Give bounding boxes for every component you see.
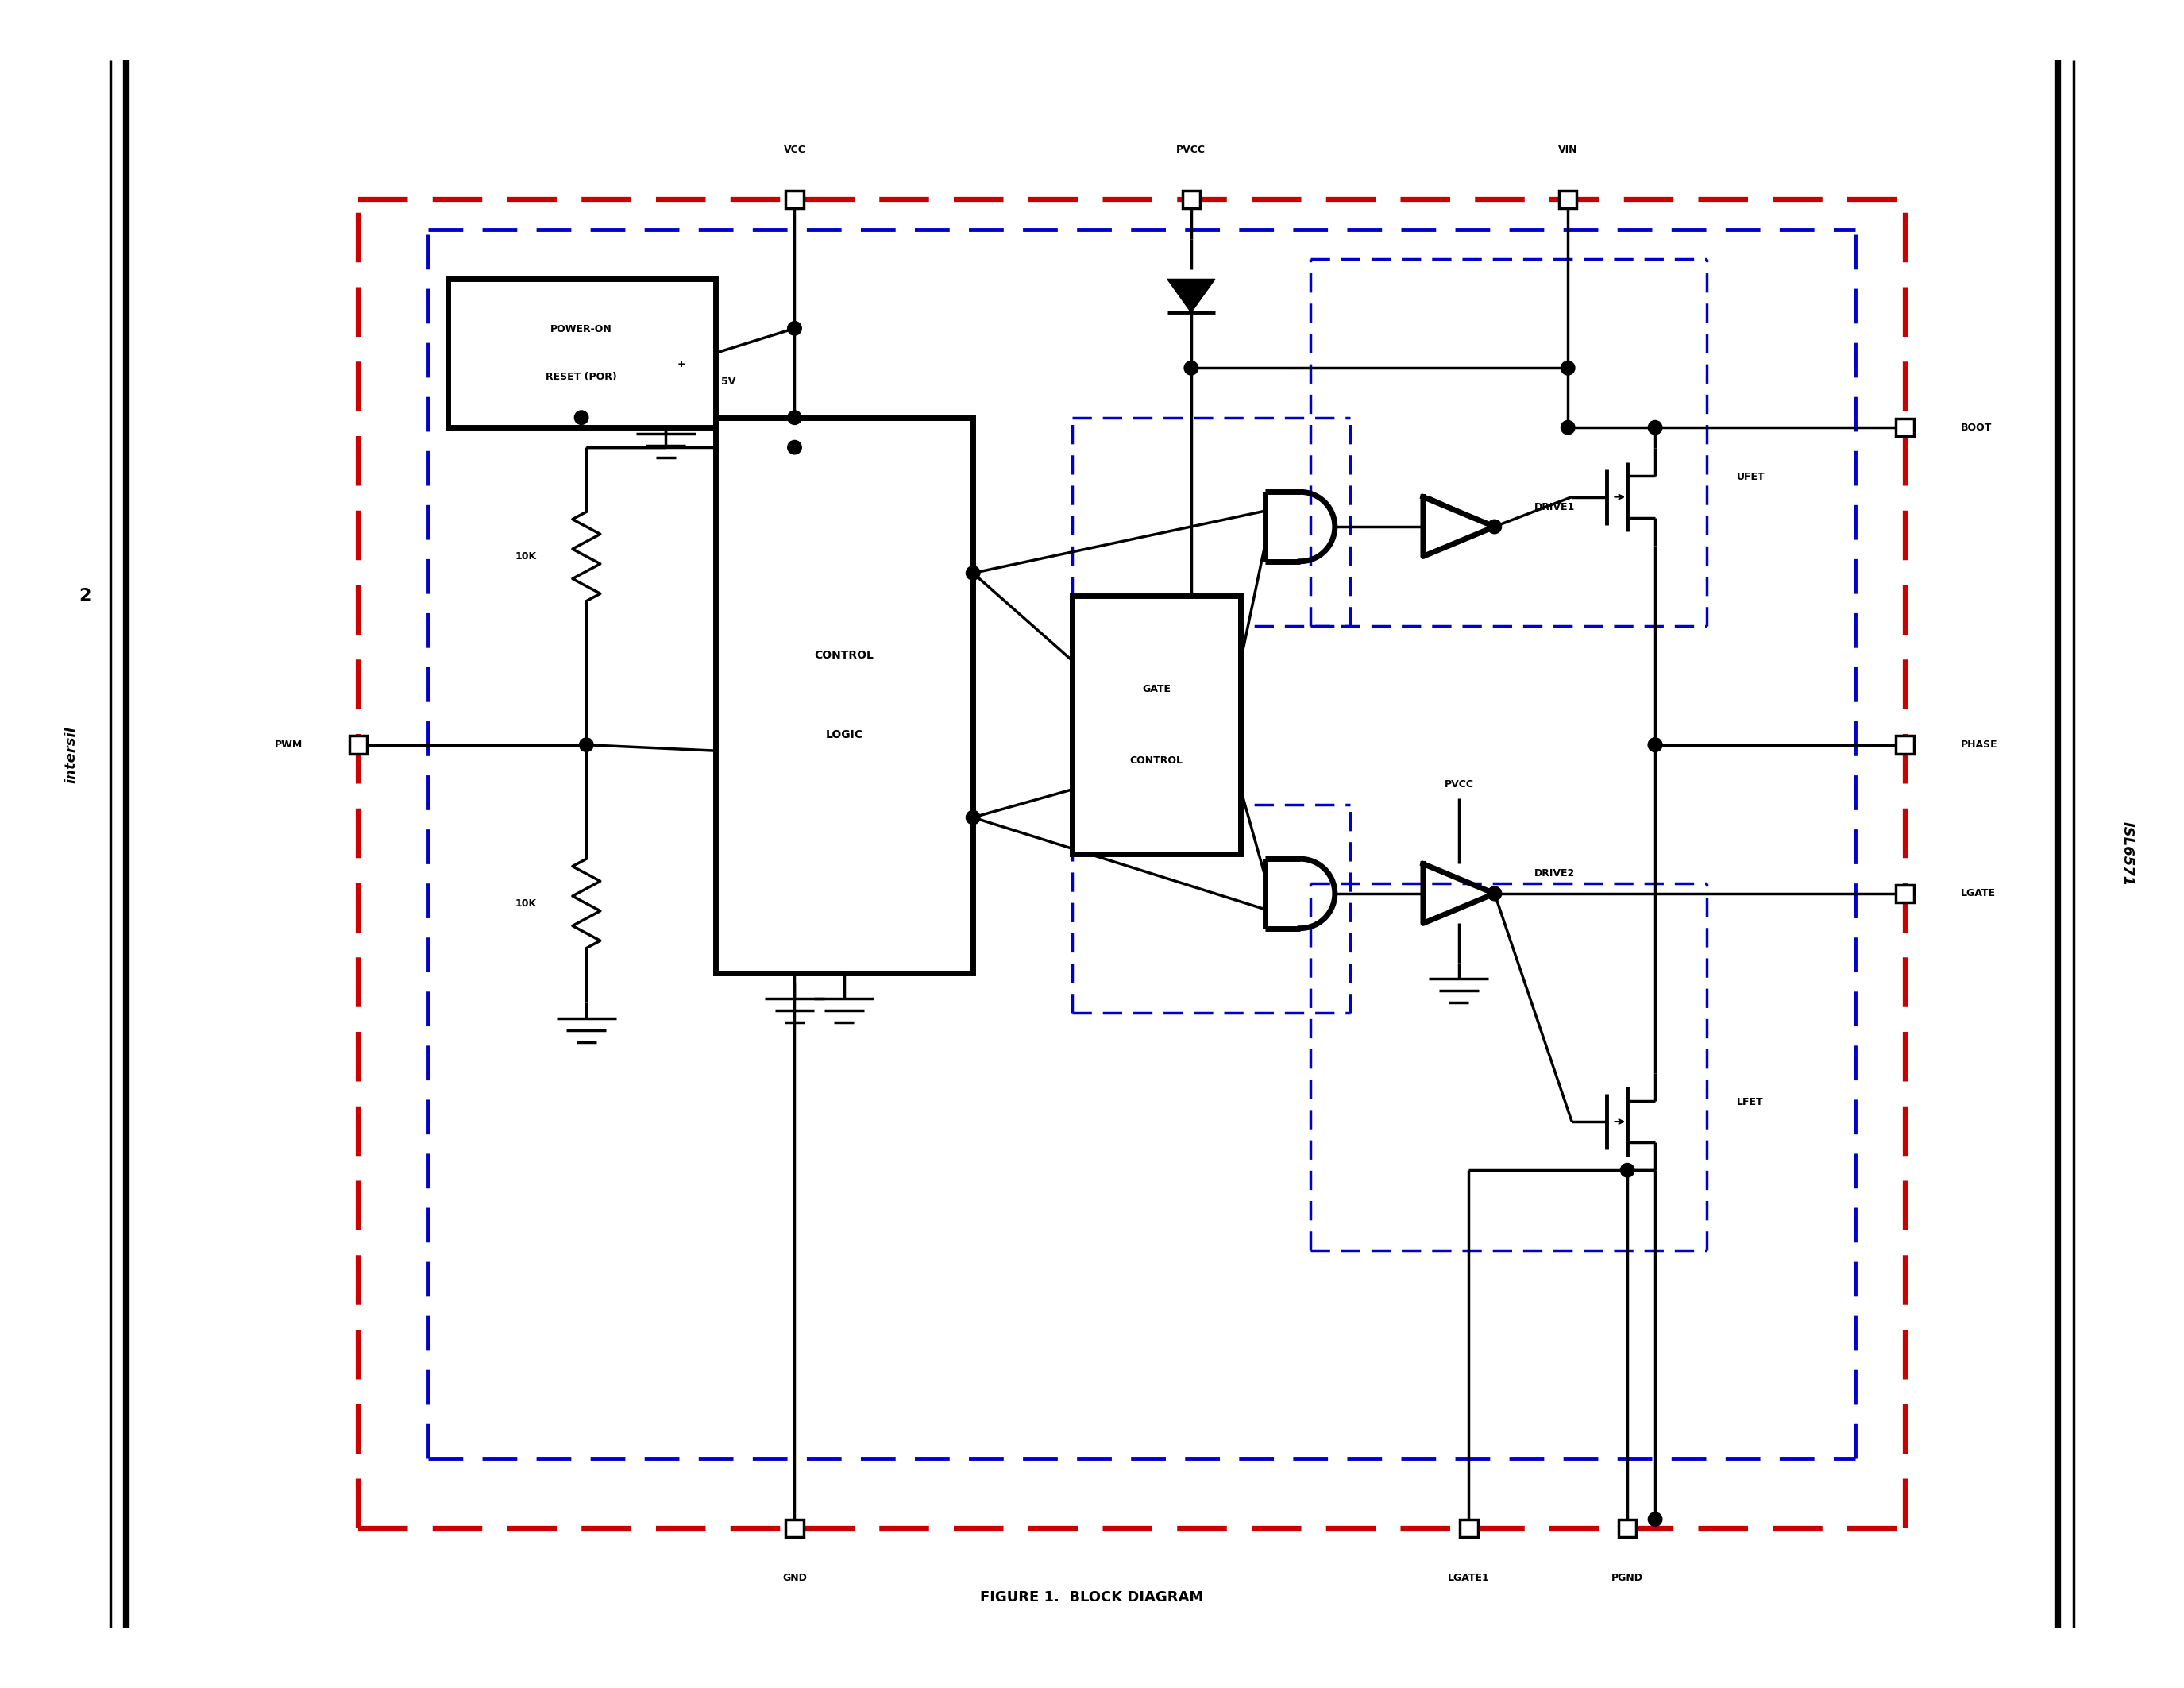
Bar [1072, 596, 1241, 854]
Text: ISL6571: ISL6571 [2121, 822, 2134, 886]
Text: DRIVE2: DRIVE2 [1533, 869, 1575, 879]
Text: CONTROL: CONTROL [815, 650, 874, 662]
Bar [1559, 191, 1577, 208]
Bar [1618, 1519, 1636, 1538]
Text: PHASE: PHASE [1961, 739, 1998, 749]
Bar [349, 736, 367, 755]
Circle shape [1487, 520, 1500, 533]
Text: POWER-ON: POWER-ON [550, 324, 612, 334]
Text: VCC: VCC [784, 145, 806, 155]
Text: LGATE1: LGATE1 [1448, 1573, 1489, 1583]
Circle shape [965, 810, 981, 824]
Text: 10K: 10K [515, 898, 537, 908]
Bar [1896, 885, 1913, 903]
Bar [1459, 1519, 1479, 1538]
Circle shape [1184, 361, 1199, 375]
Bar [786, 191, 804, 208]
Text: LOGIC: LOGIC [826, 729, 863, 741]
Text: 5V: 5V [721, 376, 736, 387]
Circle shape [1487, 886, 1500, 900]
Circle shape [1649, 1512, 1662, 1526]
Text: CONTROL: CONTROL [1129, 756, 1184, 766]
Bar [1896, 419, 1913, 437]
Circle shape [788, 321, 802, 336]
Bar [1896, 736, 1913, 755]
Text: PVCC: PVCC [1177, 145, 1206, 155]
Text: VIN: VIN [1557, 145, 1577, 155]
Text: LFET: LFET [1736, 1097, 1762, 1107]
Bar [448, 279, 714, 427]
Text: 2: 2 [79, 587, 92, 604]
Circle shape [1649, 420, 1662, 434]
Text: BOOT: BOOT [1961, 422, 1992, 432]
Text: RESET (POR): RESET (POR) [546, 371, 618, 381]
Circle shape [788, 441, 802, 454]
Text: GND: GND [782, 1573, 806, 1583]
Text: UFET: UFET [1736, 473, 1765, 483]
Text: LGATE: LGATE [1961, 888, 1996, 898]
Text: GATE: GATE [1142, 684, 1171, 694]
Circle shape [1649, 738, 1662, 751]
Text: PGND: PGND [1612, 1573, 1642, 1583]
Circle shape [574, 410, 587, 425]
Text: FIGURE 1.  BLOCK DIAGRAM: FIGURE 1. BLOCK DIAGRAM [981, 1590, 1203, 1605]
Circle shape [965, 565, 981, 581]
Text: PWM: PWM [275, 739, 304, 749]
Circle shape [788, 410, 802, 425]
Text: intersil: intersil [63, 726, 79, 783]
Text: +: + [677, 360, 686, 370]
Bar [1182, 191, 1199, 208]
Bar [714, 417, 974, 972]
Text: 10K: 10K [515, 552, 537, 562]
Circle shape [579, 738, 594, 751]
Circle shape [1487, 886, 1500, 900]
Circle shape [1621, 1163, 1634, 1177]
Text: DRIVE1: DRIVE1 [1533, 501, 1575, 511]
Bar [786, 1519, 804, 1538]
Circle shape [1649, 738, 1662, 751]
Circle shape [1562, 420, 1575, 434]
Text: PVCC: PVCC [1444, 780, 1474, 790]
Polygon shape [1168, 279, 1214, 312]
Circle shape [1562, 361, 1575, 375]
